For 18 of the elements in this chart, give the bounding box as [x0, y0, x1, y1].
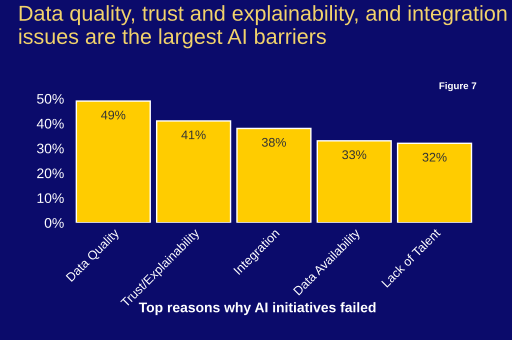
bar: [396, 142, 472, 223]
caption: Figure 7: [440, 82, 476, 92]
data-label: 38%: [262, 138, 286, 147]
bar: [236, 128, 312, 223]
data-label: 32%: [422, 152, 447, 162]
bar: [316, 140, 392, 223]
y-tick-label: 20%: [37, 168, 64, 178]
data-label: 41%: [181, 130, 206, 140]
bar: [156, 120, 232, 223]
y-tick-label: 40%: [36, 118, 64, 129]
y-tick-label: 30%: [36, 144, 64, 154]
y-tick-label: 0%: [44, 218, 64, 228]
data-label: 33%: [342, 150, 366, 160]
bar: [76, 100, 151, 223]
data-label: 49%: [101, 110, 126, 120]
chart-title: Data quality, trust and explainability, and integration issues are the largest AI barriers: [19, 5, 506, 48]
y-tick-label: 10%: [38, 193, 64, 204]
y-tick-label: 50%: [37, 94, 64, 104]
